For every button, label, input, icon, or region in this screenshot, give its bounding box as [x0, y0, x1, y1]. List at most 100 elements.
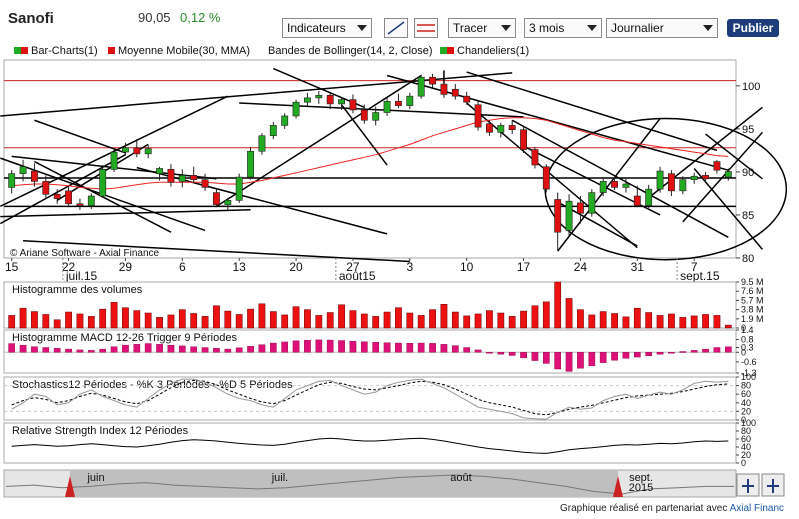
trend-line [557, 118, 661, 252]
tracer-dropdown[interactable]: Tracer [448, 18, 516, 38]
macd-bar [679, 351, 687, 353]
period-select[interactable]: 3 mois [524, 18, 602, 38]
candle-body [122, 147, 129, 153]
volume-bar [599, 311, 607, 329]
candle-body [520, 129, 527, 150]
x-day-label: 13 [233, 260, 247, 274]
macd-bar [429, 343, 436, 353]
volume-bar [65, 311, 72, 329]
legend-label: Bar-Charts(1) [31, 45, 98, 57]
macd-bar [213, 348, 220, 353]
indicators-dropdown[interactable]: Indicateurs [282, 18, 372, 38]
navigator-month-label: 2015 [629, 482, 653, 494]
macd-bar [690, 350, 698, 353]
x-day-label: 24 [574, 260, 588, 274]
legend-swatch [108, 47, 115, 54]
credit-partner-link[interactable]: Axial Financ [729, 503, 785, 514]
candle-body [360, 109, 368, 121]
candle-body [19, 166, 27, 174]
trend-line [0, 72, 513, 117]
macd-bar [87, 350, 95, 353]
volume-bar [190, 313, 198, 329]
trend-line [340, 104, 388, 166]
candle-body [417, 76, 425, 97]
macd-bar [235, 347, 243, 353]
indicator-y-tick-label: 0 [741, 323, 746, 333]
volume-bar [258, 303, 266, 329]
macd-bar [201, 347, 209, 353]
zoom-out-button[interactable] [761, 473, 785, 497]
volume-bar [554, 281, 562, 329]
macd-bar [76, 349, 84, 353]
volume-bar [360, 313, 368, 329]
indicator-y-tick-label: 1.4 [741, 325, 754, 335]
volume-bar [156, 317, 163, 329]
macd-bar [656, 352, 664, 355]
candle-body [31, 170, 38, 182]
macd-bar [440, 344, 448, 353]
candle-body [508, 125, 516, 131]
candle-body [8, 173, 16, 188]
volume-bar [645, 312, 653, 329]
macd-bar [611, 352, 618, 361]
copyright-text: © Ariane Software - Axial Finance [10, 248, 160, 259]
candle-body [633, 195, 641, 206]
stochastic-line [11, 378, 729, 420]
x-day-label: 29 [119, 260, 133, 274]
trend-line [216, 74, 422, 207]
price-y-tick-label: 95 [742, 124, 754, 136]
indicator-panel-frame [3, 422, 737, 464]
indicator-y-tick-label: 0.3 [741, 343, 754, 353]
chevron-down-icon [501, 25, 511, 31]
zoom-in-button[interactable] [736, 473, 760, 497]
zoom-out-icon [767, 479, 779, 493]
volume-bar [19, 307, 27, 329]
indicators-label: Indicateurs [287, 21, 346, 35]
stochastic-line [11, 379, 729, 416]
volume-bar [668, 313, 675, 329]
indicator-y-tick-label: 1.9 M [741, 314, 764, 324]
macd-bar [190, 346, 198, 353]
indicator-y-tick-label: 40 [741, 398, 751, 408]
draw-horizontal-button[interactable] [414, 18, 438, 38]
macd-bar [167, 344, 175, 353]
x-day-label: 27 [346, 260, 360, 274]
horizontal-lines-icon [417, 24, 435, 32]
volume-bar [577, 309, 584, 329]
publish-button[interactable]: Publier [727, 19, 779, 37]
volume-bar [690, 315, 698, 329]
candle-body [383, 101, 391, 113]
candle-body [65, 190, 72, 205]
macd-bar [463, 347, 471, 353]
price-y-tick-label: 100 [742, 81, 760, 93]
volume-bar [611, 313, 618, 329]
volume-bar [406, 312, 414, 329]
macd-bar [65, 348, 72, 353]
last-price: 90,05 [138, 10, 171, 25]
macd-bar [269, 342, 277, 353]
candle-body [440, 83, 448, 95]
macd-bar [19, 344, 27, 353]
x-month-label: sept.15 [680, 269, 720, 283]
candle-body [224, 200, 232, 205]
volume-bar [440, 304, 448, 329]
period-value: 3 mois [529, 21, 565, 35]
macd-bar [520, 352, 527, 359]
indicator-panel-frame [3, 329, 737, 374]
candle-body [201, 179, 209, 188]
macd-bar [451, 345, 459, 353]
candle-body [656, 170, 664, 190]
draw-line-button[interactable] [384, 18, 408, 38]
interval-select[interactable]: Journalier [606, 18, 718, 38]
volume-bar [656, 315, 664, 329]
price-y-tick-label: 85 [742, 210, 754, 222]
navigator-handle [65, 476, 75, 497]
volume-bar [122, 307, 129, 329]
volume-bar [531, 305, 539, 329]
candle-body [144, 148, 152, 155]
candle-body [565, 200, 573, 231]
x-day-label: 7 [691, 260, 698, 274]
volume-bar [326, 312, 334, 329]
indicator-y-tick-label: 40 [741, 442, 751, 452]
